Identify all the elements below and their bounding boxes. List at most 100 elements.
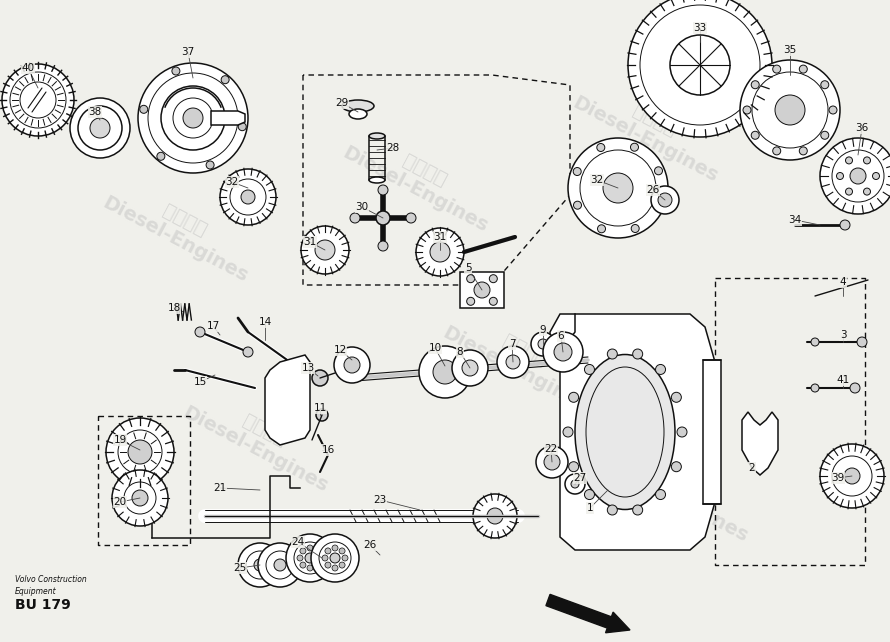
Circle shape [670, 35, 730, 95]
Circle shape [565, 474, 585, 494]
Circle shape [230, 179, 266, 215]
Circle shape [419, 346, 471, 398]
Circle shape [311, 534, 359, 582]
Circle shape [857, 337, 867, 347]
Circle shape [307, 545, 313, 551]
Text: 38: 38 [88, 107, 101, 117]
Text: 31: 31 [433, 232, 447, 242]
Circle shape [568, 138, 668, 238]
Circle shape [554, 343, 572, 361]
Circle shape [506, 355, 520, 369]
Circle shape [173, 98, 213, 138]
Circle shape [106, 418, 174, 486]
Polygon shape [211, 111, 245, 125]
Circle shape [70, 98, 130, 158]
Circle shape [631, 225, 639, 232]
Text: 35: 35 [783, 45, 797, 55]
Text: 5: 5 [465, 263, 472, 273]
Circle shape [773, 65, 781, 73]
Circle shape [195, 327, 205, 337]
Text: 10: 10 [428, 343, 441, 353]
Text: 16: 16 [321, 445, 335, 455]
Text: 12: 12 [334, 345, 346, 355]
Circle shape [246, 551, 274, 579]
Circle shape [872, 173, 879, 180]
Text: 紫发动力
Diesel-Engines: 紫发动力 Diesel-Engines [599, 434, 761, 546]
Circle shape [342, 555, 348, 561]
Text: 20: 20 [113, 497, 126, 507]
Circle shape [274, 559, 286, 571]
Circle shape [654, 167, 662, 175]
Circle shape [752, 432, 768, 448]
Circle shape [863, 157, 870, 164]
Circle shape [315, 240, 335, 260]
Circle shape [316, 409, 328, 421]
Circle shape [846, 157, 853, 164]
Circle shape [487, 508, 503, 524]
Circle shape [241, 190, 255, 204]
Circle shape [238, 543, 282, 587]
Circle shape [603, 173, 633, 203]
Text: 8: 8 [457, 347, 464, 357]
Text: 40: 40 [21, 63, 35, 73]
Text: 26: 26 [646, 185, 659, 195]
Text: 36: 36 [855, 123, 869, 133]
Circle shape [344, 357, 360, 373]
Circle shape [671, 392, 682, 403]
Circle shape [314, 562, 320, 568]
Circle shape [837, 173, 844, 180]
Circle shape [543, 332, 583, 372]
Circle shape [254, 559, 266, 571]
Circle shape [319, 542, 351, 574]
FancyArrow shape [546, 594, 630, 633]
Circle shape [462, 360, 478, 376]
Circle shape [569, 462, 578, 472]
Circle shape [811, 338, 819, 346]
Circle shape [220, 169, 276, 225]
Text: 32: 32 [590, 175, 603, 185]
Text: 31: 31 [303, 237, 317, 247]
Circle shape [300, 548, 306, 554]
Text: 紫发动力
Diesel-Engines: 紫发动力 Diesel-Engines [569, 74, 732, 186]
Text: 19: 19 [113, 435, 126, 445]
Text: 24: 24 [291, 537, 304, 547]
Circle shape [243, 347, 253, 357]
Text: 7: 7 [509, 339, 515, 349]
Circle shape [138, 63, 248, 173]
Ellipse shape [369, 133, 385, 139]
Circle shape [607, 349, 618, 359]
Polygon shape [560, 314, 715, 550]
Circle shape [350, 213, 360, 223]
Circle shape [339, 548, 345, 554]
Text: 紫发动力
Diesel-Engines: 紫发动力 Diesel-Engines [99, 174, 261, 286]
Circle shape [297, 555, 303, 561]
Text: 17: 17 [206, 321, 220, 331]
Text: 41: 41 [837, 375, 850, 385]
Circle shape [148, 73, 238, 163]
Circle shape [294, 542, 326, 574]
Circle shape [607, 505, 618, 515]
Circle shape [490, 275, 498, 282]
Circle shape [751, 81, 759, 89]
Text: 3: 3 [839, 330, 846, 340]
Circle shape [330, 553, 340, 563]
Circle shape [840, 220, 850, 230]
Circle shape [322, 555, 328, 561]
Bar [703, 360, 721, 504]
Circle shape [2, 64, 74, 136]
Circle shape [221, 76, 229, 83]
Text: 紫发动力
Diesel-Engines: 紫发动力 Diesel-Engines [439, 304, 601, 416]
Circle shape [850, 383, 860, 393]
Circle shape [140, 105, 148, 114]
Circle shape [183, 108, 203, 128]
Circle shape [846, 188, 853, 195]
Circle shape [300, 562, 306, 568]
Text: Volvo Construction
Equipment: Volvo Construction Equipment [15, 575, 86, 596]
Text: 30: 30 [355, 202, 368, 212]
Circle shape [474, 282, 490, 298]
Text: 14: 14 [258, 317, 271, 327]
Text: 34: 34 [789, 215, 802, 225]
Circle shape [597, 144, 605, 152]
Circle shape [585, 490, 595, 499]
Text: BU 179: BU 179 [15, 598, 70, 612]
